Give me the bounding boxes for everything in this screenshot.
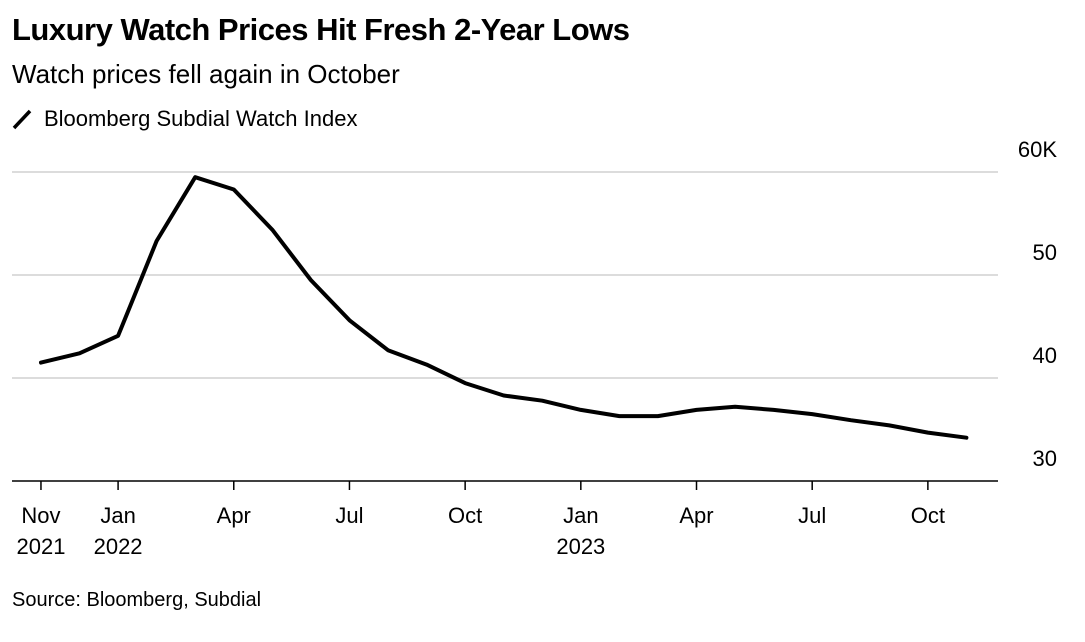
x-tick-label-line: 2021 — [16, 534, 65, 559]
x-tick-label: Jan 2022 — [94, 503, 143, 559]
x-tick-label: Oct — [448, 503, 482, 528]
x-tick-label: Oct — [911, 503, 945, 528]
x-tick-label-line: Jul — [335, 503, 363, 528]
legend-label: Bloomberg Subdial Watch Index — [44, 106, 357, 131]
x-tick-label: Jan 2023 — [556, 503, 605, 559]
x-tick-label-line: Apr — [217, 503, 251, 528]
x-tick-label-line: Jan — [563, 503, 598, 528]
x-tick-label: Jul — [798, 503, 826, 528]
x-tick-label-line: Nov — [21, 503, 60, 528]
y-tick-label: 30 — [1033, 446, 1057, 471]
y-tick-label: 60K — [1018, 137, 1057, 162]
source: Source: Bloomberg, Subdial — [12, 589, 261, 611]
x-tick-label-line: Jul — [798, 503, 826, 528]
x-tick-label-line: 2022 — [94, 534, 143, 559]
x-tick-label-line: Oct — [448, 503, 482, 528]
legend-swatch — [12, 109, 32, 130]
x-tick-label-line: Jan — [100, 503, 135, 528]
chart-subtitle: Watch prices fell again in October — [12, 59, 400, 89]
x-tick-label: Nov 2021 — [16, 503, 65, 559]
y-tick-label: 50 — [1033, 240, 1057, 265]
x-tick-label-line: 2023 — [556, 534, 605, 559]
x-tick-label-line: Oct — [911, 503, 945, 528]
x-tick-label: Apr — [217, 503, 251, 528]
x-tick-label: Apr — [679, 503, 713, 528]
chart-title: Luxury Watch Prices Hit Fresh 2-Year Low… — [12, 12, 630, 47]
y-tick-label: 40 — [1033, 343, 1057, 368]
x-tick-label-line: Apr — [679, 503, 713, 528]
x-tick-label: Jul — [335, 503, 363, 528]
series-line — [39, 175, 969, 440]
